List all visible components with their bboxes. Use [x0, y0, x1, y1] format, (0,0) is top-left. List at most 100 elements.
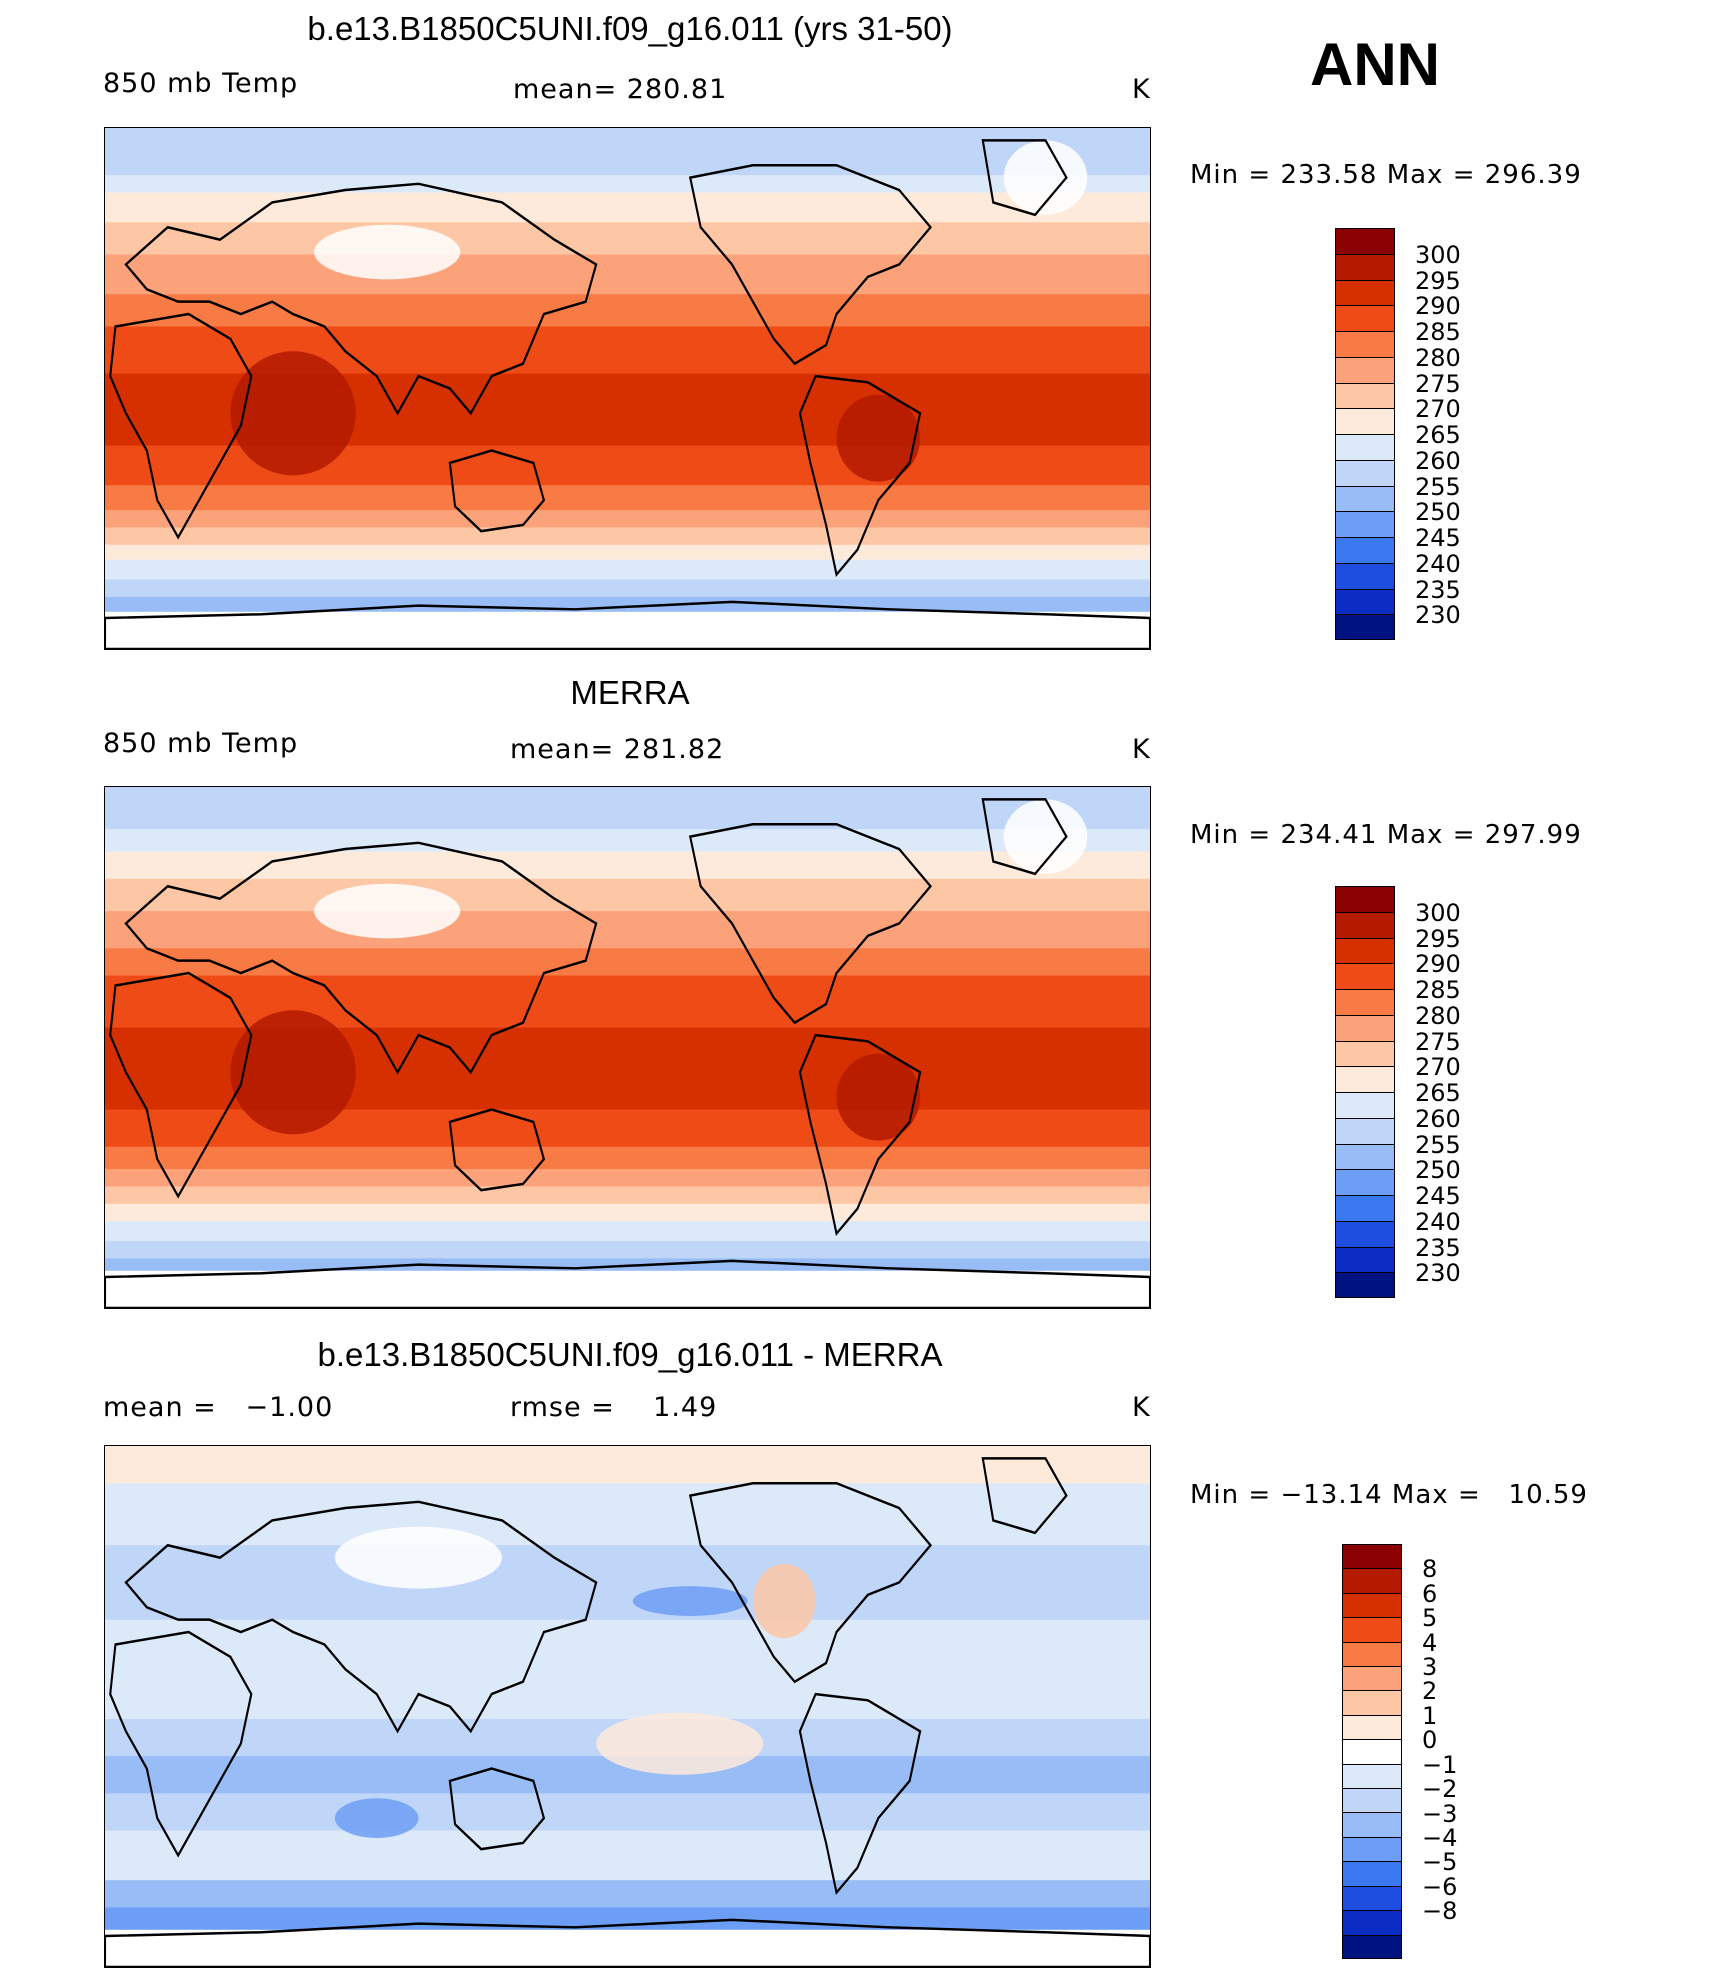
contour-band	[105, 510, 1150, 529]
colorbar-label: 235	[1415, 575, 1461, 604]
contour-band	[105, 1203, 1150, 1223]
panel-3-units: K	[1132, 1392, 1151, 1423]
colorbar-label: −8	[1422, 1897, 1458, 1926]
coastline	[798, 374, 922, 577]
colorbar-swatches	[1342, 1544, 1402, 1959]
panel-3-rmse: rmse = 1.49	[510, 1392, 718, 1423]
colorbar-swatch	[1336, 512, 1394, 538]
colorbar-swatch	[1336, 938, 1394, 965]
panel-2-minmax: Min = 234.41 Max = 297.99	[1190, 820, 1582, 850]
colorbar-swatch	[1336, 990, 1394, 1016]
colorbar-swatch	[1343, 1837, 1401, 1863]
colorbar-swatch	[1336, 1118, 1394, 1145]
contour-band	[105, 611, 1150, 649]
coastline	[688, 822, 933, 1025]
coastline	[448, 1108, 546, 1192]
colorbar-swatch	[1343, 1740, 1401, 1765]
panel-2-variable-label: 850 mb Temp	[103, 728, 299, 759]
colorbar-swatch	[1336, 887, 1394, 913]
regional-anomaly	[752, 1563, 816, 1639]
colorbar-label: 230	[1415, 1259, 1461, 1288]
panel-2-title: MERRA	[570, 674, 690, 711]
colorbar-label: 4	[1422, 1628, 1438, 1657]
colorbar-swatch	[1336, 486, 1394, 513]
contour-band	[105, 596, 1150, 614]
colorbar-label: 1	[1422, 1701, 1438, 1730]
panel-2-units: K	[1132, 734, 1151, 765]
colorbar-swatch	[1343, 1764, 1401, 1790]
colorbar-label: 265	[1415, 421, 1461, 449]
coastline	[448, 449, 546, 533]
colorbar-label: 295	[1415, 924, 1461, 953]
panel-1-units: K	[1132, 74, 1151, 105]
contour-band	[105, 222, 1150, 256]
colorbar-label: 300	[1415, 240, 1461, 269]
colorbar-label: 240	[1415, 549, 1461, 578]
colorbar-swatch	[1336, 460, 1394, 487]
contour-band	[105, 1793, 1150, 1832]
contour-band	[105, 911, 1150, 950]
colorbar-label: 255	[1415, 472, 1461, 501]
colorbar-label: −3	[1422, 1799, 1458, 1828]
colorbar-label: −5	[1422, 1848, 1458, 1877]
regional-anomaly	[632, 1586, 748, 1616]
coastline	[688, 163, 933, 366]
colorbar-swatch	[1336, 1273, 1394, 1297]
regional-anomaly	[314, 224, 461, 280]
coastline	[798, 1692, 922, 1895]
colorbar-swatch	[1343, 1935, 1401, 1958]
colorbar-label: 260	[1415, 1104, 1461, 1133]
contour-band	[105, 559, 1150, 581]
contour-band	[105, 1270, 1150, 1308]
regional-anomaly	[1003, 799, 1088, 874]
colorbar-swatch	[1343, 1715, 1401, 1741]
contour-band	[105, 1241, 1150, 1260]
map-svg	[105, 787, 1150, 1308]
colorbar-swatch	[1343, 1813, 1401, 1838]
panel-1-title: b.e13.B1850C5UNI.f09_g16.011 (yrs 31-50)	[307, 10, 953, 47]
colorbar-label: 240	[1415, 1207, 1461, 1236]
colorbar-swatch	[1336, 563, 1394, 590]
colorbar-swatch	[1336, 1247, 1394, 1274]
regional-anomaly	[836, 1053, 921, 1141]
colorbar-label: 265	[1415, 1079, 1461, 1107]
contour-band	[105, 128, 1150, 177]
colorbar-label: 260	[1415, 446, 1461, 475]
colorbar-swatch	[1336, 1067, 1394, 1093]
contour-band	[105, 192, 1150, 224]
colorbar-label: 250	[1415, 498, 1461, 527]
colorbar-label: 3	[1422, 1653, 1438, 1682]
panel-3-minmax: Min = −13.14 Max = 10.59	[1190, 1480, 1588, 1510]
panel-1-minmax: Min = 233.58 Max = 296.39	[1190, 160, 1582, 190]
coastline	[448, 1767, 546, 1851]
colorbar-swatch	[1336, 1196, 1394, 1222]
regional-anomaly	[314, 883, 461, 939]
colorbar-swatch	[1343, 1862, 1401, 1887]
colorbar-label: 6	[1422, 1579, 1438, 1608]
colorbar-label: 230	[1415, 601, 1461, 630]
colorbar-swatch	[1336, 615, 1394, 639]
colorbar-label: 275	[1415, 369, 1461, 398]
colorbar-swatch	[1343, 1667, 1401, 1692]
map-svg	[105, 128, 1150, 649]
contour-band	[105, 948, 1150, 977]
colorbar-label: 5	[1422, 1604, 1438, 1633]
regional-anomaly	[334, 1526, 503, 1589]
colorbar-swatch	[1336, 332, 1394, 358]
panel-1-mean: mean= 280.81	[513, 74, 728, 105]
colorbar-label: 235	[1415, 1233, 1461, 1262]
panel-2-mean: mean= 281.82	[510, 734, 725, 765]
contour-band	[105, 1929, 1150, 1967]
season-label: ANN	[1310, 31, 1440, 98]
contour-band	[105, 579, 1150, 599]
colorbar-label: −4	[1422, 1823, 1458, 1852]
coastline	[109, 1630, 253, 1858]
coastline	[981, 1457, 1068, 1535]
panel-3-map	[104, 1445, 1151, 1968]
colorbar-swatch	[1343, 1593, 1401, 1619]
colorbar-swatch	[1336, 1170, 1394, 1196]
colorbar-label: 270	[1415, 395, 1461, 424]
coastline	[124, 1500, 598, 1734]
regional-anomaly	[1003, 140, 1088, 215]
contour-band	[105, 544, 1150, 561]
